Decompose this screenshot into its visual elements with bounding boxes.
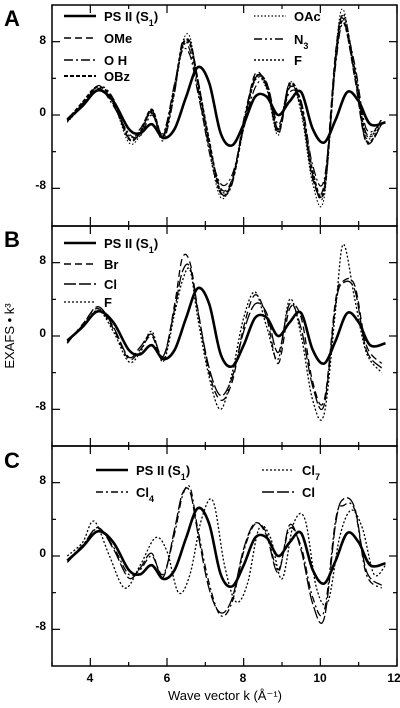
xtick-4: 4 xyxy=(87,671,94,685)
panel-c-ytick-0: 0 xyxy=(39,546,46,560)
legend-a-obz: OBz xyxy=(104,69,131,84)
legend-a-f: F xyxy=(294,53,302,68)
panel-b-series-0 xyxy=(66,286,386,368)
panel-b-ytick-0: 0 xyxy=(39,326,46,340)
legend-a-ps2: PS II (S1) xyxy=(104,9,158,28)
panel-c-ytick-8: 8 xyxy=(39,473,46,487)
panel-c-frame xyxy=(51,445,398,667)
legend-b-br: Br xyxy=(104,257,118,272)
legend-b-f: F xyxy=(104,295,112,310)
panel-c-ytick-neg8: -8 xyxy=(35,619,46,633)
panel-letter-a: A xyxy=(4,6,20,31)
panel-a-ytick-0: 0 xyxy=(39,105,46,119)
curves xyxy=(66,8,386,624)
panel-a-legend: PS II (S1) OMe O H OBz OAc N3 F xyxy=(64,9,321,84)
panel-b-series-3 xyxy=(66,243,383,421)
panel-a-series-0 xyxy=(66,65,386,147)
x-axis-title: Wave vector k (Å⁻¹) xyxy=(168,688,282,703)
panel-c-series-3 xyxy=(66,487,383,624)
panel-a-ytick-8: 8 xyxy=(39,33,46,47)
panel-c-series-1 xyxy=(66,498,386,606)
legend-b-cl: Cl xyxy=(104,277,117,292)
panel-letter-c: C xyxy=(4,448,20,473)
tick-marks xyxy=(51,5,398,666)
legend-a-ome: OMe xyxy=(104,31,132,46)
panel-b-legend: PS II (S1) Br Cl F xyxy=(64,236,158,310)
xtick-6: 6 xyxy=(164,671,171,685)
panel-letter-b: B xyxy=(4,227,20,252)
panel-b-ytick-8: 8 xyxy=(39,253,46,267)
panel-b-ytick-neg8: -8 xyxy=(35,399,46,413)
legend-c-cl: Cl xyxy=(302,485,315,500)
xtick-10: 10 xyxy=(313,671,327,685)
xtick-8: 8 xyxy=(240,671,247,685)
legend-a-n3: N3 xyxy=(294,32,308,51)
panel-a-ytick-neg8: -8 xyxy=(35,178,46,192)
legend-c-cl4: Cl4 xyxy=(136,485,154,504)
legend-c-ps2: PS II (S1) xyxy=(136,463,190,482)
legend-b-ps2: PS II (S1) xyxy=(104,236,158,255)
legend-a-oac: OAc xyxy=(294,9,321,24)
legend-a-oh: O H xyxy=(104,53,127,68)
panel-c-legend: PS II (S1) Cl4 Cl7 Cl xyxy=(96,463,320,504)
xtick-12: 12 xyxy=(387,671,400,685)
panel-a-series-6 xyxy=(66,20,383,199)
y-axis-title: EXAFS • k³ xyxy=(2,303,17,369)
panel-c-series-0 xyxy=(66,506,386,588)
panel-a-series-2 xyxy=(66,13,383,201)
legend-c-cl7: Cl7 xyxy=(302,463,320,482)
